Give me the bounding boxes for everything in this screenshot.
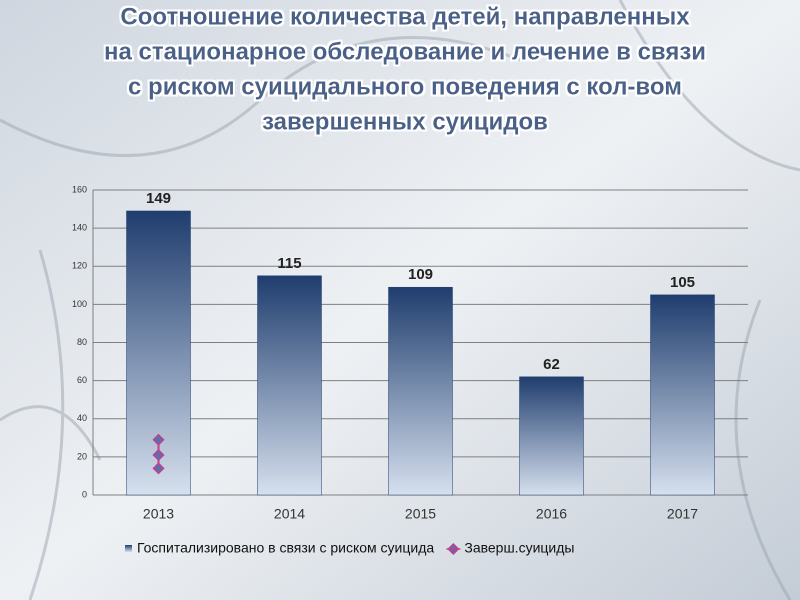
bar: [650, 294, 715, 496]
y-tick-label: 160: [72, 184, 87, 194]
value-label: 149: [146, 190, 171, 207]
marker: [152, 433, 165, 446]
marker: [152, 448, 165, 462]
bar: [257, 275, 322, 496]
y-tick-label: 140: [72, 223, 87, 233]
title-line: завершенных суицидов: [262, 108, 548, 135]
bar: [388, 286, 453, 496]
legend-label: Госпитализировано в связи с риском суици…: [137, 540, 434, 556]
legend-swatch: [125, 545, 132, 552]
x-tick-label: 2017: [667, 506, 698, 522]
y-tick-label: 40: [77, 413, 87, 423]
legend-swatch: [446, 542, 461, 556]
bar: [519, 376, 584, 496]
plot: 0 20 40 60 80 100 120 140 160 2013 2014 2015 2016 201…: [72, 184, 748, 556]
value-label: 115: [277, 255, 301, 272]
y-tick-label: 0: [82, 489, 87, 499]
marker: [152, 462, 165, 475]
y-tick-label: 60: [77, 375, 87, 385]
x-tick-label: 2014: [274, 506, 305, 522]
title: Соотношение количества детей, направленн…: [104, 3, 706, 135]
title-line: с риском суицидального поведения с кол-в…: [128, 73, 682, 100]
x-tick-label: 2013: [143, 506, 174, 522]
y-tick-label: 120: [72, 261, 87, 271]
x-tick-label: 2016: [536, 506, 567, 522]
y-tick-label: 80: [77, 337, 87, 347]
y-tick-label: 100: [72, 299, 87, 309]
y-tick-label: 20: [77, 451, 87, 461]
x-tick-label: 2015: [405, 506, 436, 522]
value-label: 105: [670, 274, 695, 291]
title-line: Соотношение количества детей, направленн…: [120, 3, 690, 30]
value-label: 109: [408, 266, 433, 283]
value-label: 62: [543, 356, 560, 373]
legend-label: Заверш.суициды: [464, 540, 574, 556]
title-line: на стационарное обследование и лечение в…: [104, 38, 706, 65]
